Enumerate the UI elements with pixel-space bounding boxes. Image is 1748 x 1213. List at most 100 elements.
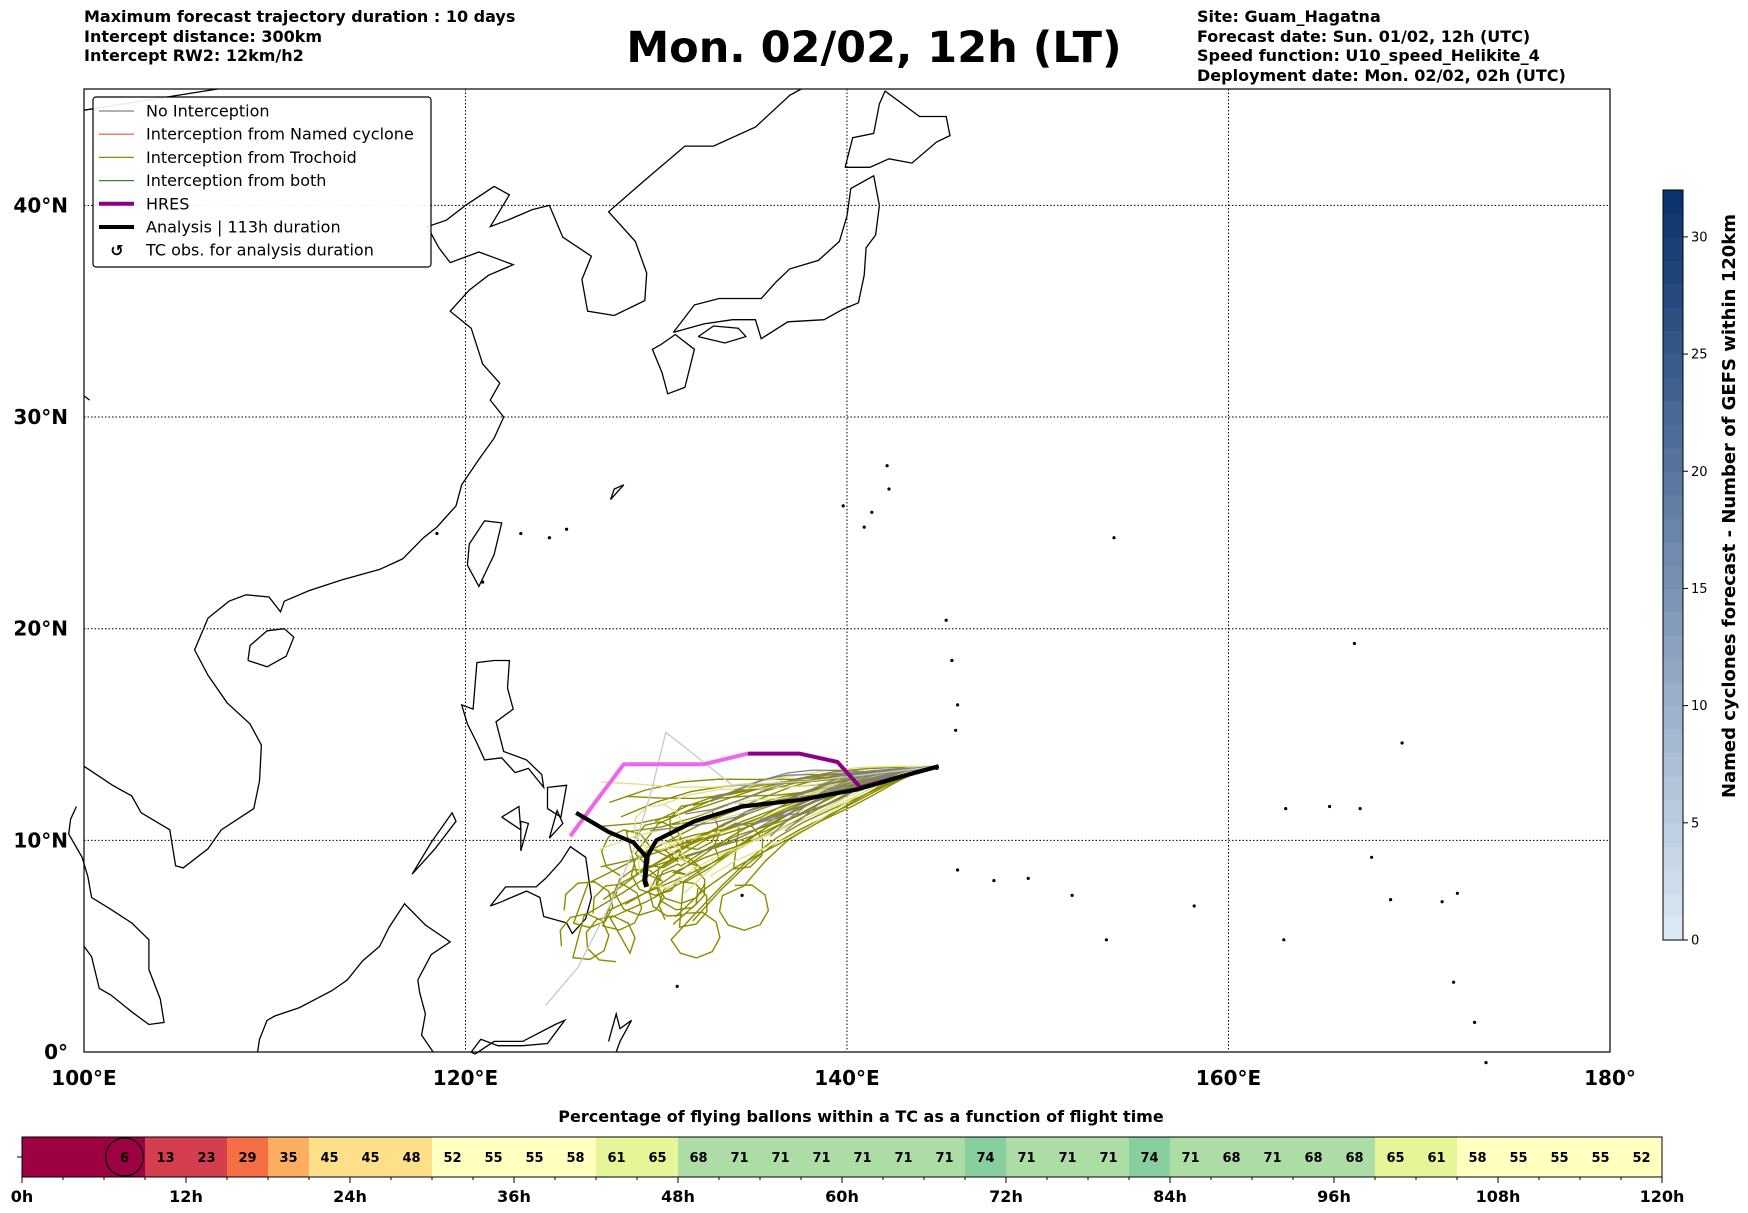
- coastline-segment: [697, 325, 748, 344]
- percentage-value: 55: [484, 1151, 502, 1166]
- coastline-segment: [607, 1011, 633, 1053]
- percentage-value: 52: [1632, 1151, 1650, 1166]
- header-line-distance: Intercept distance: 300km: [84, 26, 323, 46]
- colorbar-segment: [1663, 775, 1683, 800]
- y-tick-label: 30°N: [13, 405, 68, 429]
- percentage-value: 71: [1181, 1151, 1199, 1166]
- colorbar-segment: [1663, 729, 1683, 754]
- legend-entry: No Interception: [99, 102, 270, 121]
- colorbar: 0 5 10 15 20 25 30: [1662, 189, 1708, 949]
- coastline-segment: [651, 333, 696, 395]
- trochoid-track: [670, 765, 939, 959]
- main-trajectories: [568, 751, 940, 888]
- coastline-segment: [460, 659, 545, 790]
- percentage-cell: [268, 1137, 310, 1177]
- percentage-value: 45: [320, 1151, 338, 1166]
- coastline-segment: [83, 395, 91, 401]
- percentage-cell: [1539, 1137, 1581, 1177]
- colorbar-segment: [1663, 236, 1683, 261]
- bar-x-tick-label: 108h: [1476, 1187, 1521, 1206]
- percentage-value: 29: [238, 1151, 256, 1166]
- current-time-marker: [104, 1137, 145, 1177]
- page-title: Mon. 02/02, 12h (LT): [626, 23, 1122, 73]
- analysis-line: [575, 764, 940, 860]
- percentage-cell: [1580, 1137, 1622, 1177]
- colorbar-segment: [1663, 471, 1683, 496]
- colorbar-tick-label: 30: [1691, 230, 1708, 245]
- legend-label: Interception from Trochoid: [146, 148, 357, 167]
- islet: [1284, 807, 1288, 811]
- percentage-value: 68: [1345, 1151, 1363, 1166]
- legend-label: Interception from both: [146, 171, 326, 190]
- islet: [1455, 891, 1459, 895]
- percentage-cell: [801, 1137, 843, 1177]
- colorbar-segment: [1663, 916, 1683, 941]
- islet: [870, 510, 874, 514]
- trochoid-track-late: [601, 765, 939, 788]
- coastline-segment: [489, 845, 593, 935]
- islet: [1328, 804, 1332, 809]
- percentage-cell: [1621, 1137, 1663, 1177]
- percentage-value: 35: [279, 1151, 297, 1166]
- colorbar-segment: [1663, 330, 1683, 355]
- islet: [885, 464, 889, 468]
- percentage-value: 55: [1591, 1151, 1609, 1166]
- colorbar-segment: [1663, 682, 1683, 707]
- islet: [1370, 855, 1374, 859]
- percentage-cell: [1047, 1137, 1089, 1177]
- x-tick-label: 100°E: [51, 1066, 116, 1090]
- percentage-value: 71: [853, 1151, 871, 1166]
- colorbar-segment: [1663, 541, 1683, 566]
- y-tick-label: 10°N: [13, 828, 68, 852]
- bar-x-tick-label: 0h: [11, 1187, 34, 1206]
- percentage-cell: [1498, 1137, 1540, 1177]
- colorbar-segment: [1663, 752, 1683, 777]
- percentage-cell: [1334, 1137, 1376, 1177]
- colorbar-segment: [1663, 354, 1683, 379]
- header-line-rw2: Intercept RW2: 12km/h2: [84, 46, 304, 65]
- percentage-cell: [1129, 1137, 1171, 1177]
- percentage-cell: [473, 1137, 515, 1177]
- colorbar-segment: [1663, 307, 1683, 332]
- percentage-cell: [391, 1137, 433, 1177]
- colorbar-segment: [1663, 565, 1683, 589]
- colorbar-segment: [1663, 635, 1683, 660]
- colorbar-segment: [1663, 869, 1683, 894]
- colorbar-segment: [1663, 400, 1683, 425]
- y-tick-labels: 0° 10°N 20°N 30°N 40°N: [13, 193, 68, 1064]
- bar-x-tick-label: 96h: [1317, 1187, 1351, 1206]
- header-right: Site: Guam_Hagatna Forecast date: Sun. 01…: [1197, 7, 1566, 85]
- legend-label: No Interception: [146, 102, 270, 121]
- bar-x-tick-label: 36h: [497, 1187, 531, 1206]
- percentage-value: 71: [730, 1151, 748, 1166]
- coastline-segment: [83, 88, 802, 869]
- x-tick-label: 120°E: [433, 1066, 498, 1090]
- percentage-cell: [760, 1137, 802, 1177]
- coastline-segment: [247, 628, 295, 668]
- colorbar-segment: [1663, 213, 1683, 238]
- legend-label: Interception from Named cyclone: [146, 125, 414, 144]
- bar-x-tick-label: 72h: [989, 1187, 1023, 1206]
- x-tick-label: 160°E: [1196, 1066, 1261, 1090]
- islet: [992, 879, 996, 883]
- percentage-cell: [924, 1137, 966, 1177]
- percentage-value: 68: [1222, 1151, 1240, 1166]
- header-line-duration: Maximum forecast trajectory duration : 1…: [84, 7, 516, 26]
- bar-x-tick-label: 24h: [333, 1187, 367, 1206]
- percentage-value: 58: [566, 1151, 584, 1166]
- colorbar-tick-label: 15: [1691, 582, 1708, 597]
- percentage-cell: [555, 1137, 597, 1177]
- islet: [1389, 898, 1393, 902]
- legend-entry: HRES: [99, 194, 189, 213]
- colorbar-segment: [1663, 494, 1683, 519]
- percentage-value: 55: [1509, 1151, 1527, 1166]
- percentage-cell: [1375, 1137, 1417, 1177]
- legend-entry: ↺ TC obs. for analysis duration: [110, 241, 374, 261]
- y-tick-label: 20°N: [13, 617, 68, 641]
- percentage-cell: [432, 1137, 474, 1177]
- percentage-value: 74: [1140, 1151, 1158, 1166]
- islet: [547, 536, 552, 540]
- header-left: Maximum forecast trajectory duration : 1…: [84, 7, 515, 66]
- percentage-cell: [1293, 1137, 1335, 1177]
